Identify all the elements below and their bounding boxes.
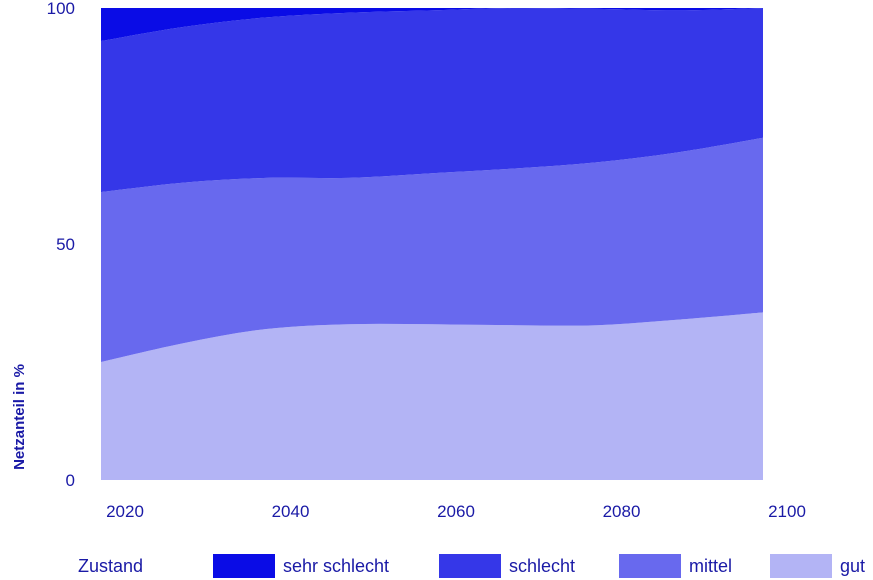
- x-axis-ticks: 2020 2040 2060 2080 2100: [106, 502, 806, 521]
- y-tick-label: 0: [66, 471, 75, 490]
- x-tick-label: 2040: [272, 502, 310, 521]
- legend-swatch-mittel: [619, 554, 681, 578]
- x-tick-label: 2020: [106, 502, 144, 521]
- area-layers: [101, 7, 763, 480]
- legend-swatch-sehr-schlecht: [213, 554, 275, 578]
- y-axis-label: Netzanteil in %: [11, 364, 28, 470]
- legend-label-sehr-schlecht: sehr schlecht: [283, 556, 390, 576]
- area-schlecht: [101, 7, 763, 193]
- y-tick-label: 50: [56, 235, 75, 254]
- area-gut: [101, 312, 763, 480]
- area-chart: 0 50 100 2020 2040 2060 2080 2100 Netzanteil i…: [11, 0, 806, 521]
- x-tick-label: 2080: [603, 502, 641, 521]
- legend-label-mittel: mittel: [689, 556, 733, 576]
- legend-label-schlecht: schlecht: [509, 556, 576, 576]
- area-sehr-schlecht: [101, 7, 763, 42]
- legend-swatch-gut: [770, 554, 832, 578]
- area-mittel: [101, 137, 763, 362]
- y-axis-ticks: 0 50 100: [47, 0, 75, 490]
- legend-title: Zustand: [78, 556, 144, 576]
- x-tick-label: 2060: [437, 502, 475, 521]
- x-tick-label: 2100: [768, 502, 806, 521]
- legend-swatch-schlecht: [439, 554, 501, 578]
- y-tick-label: 100: [47, 0, 75, 18]
- legend: Zustand sehr schlecht schlecht mittel gu…: [0, 554, 873, 580]
- legend-label-gut: gut: [840, 556, 866, 576]
